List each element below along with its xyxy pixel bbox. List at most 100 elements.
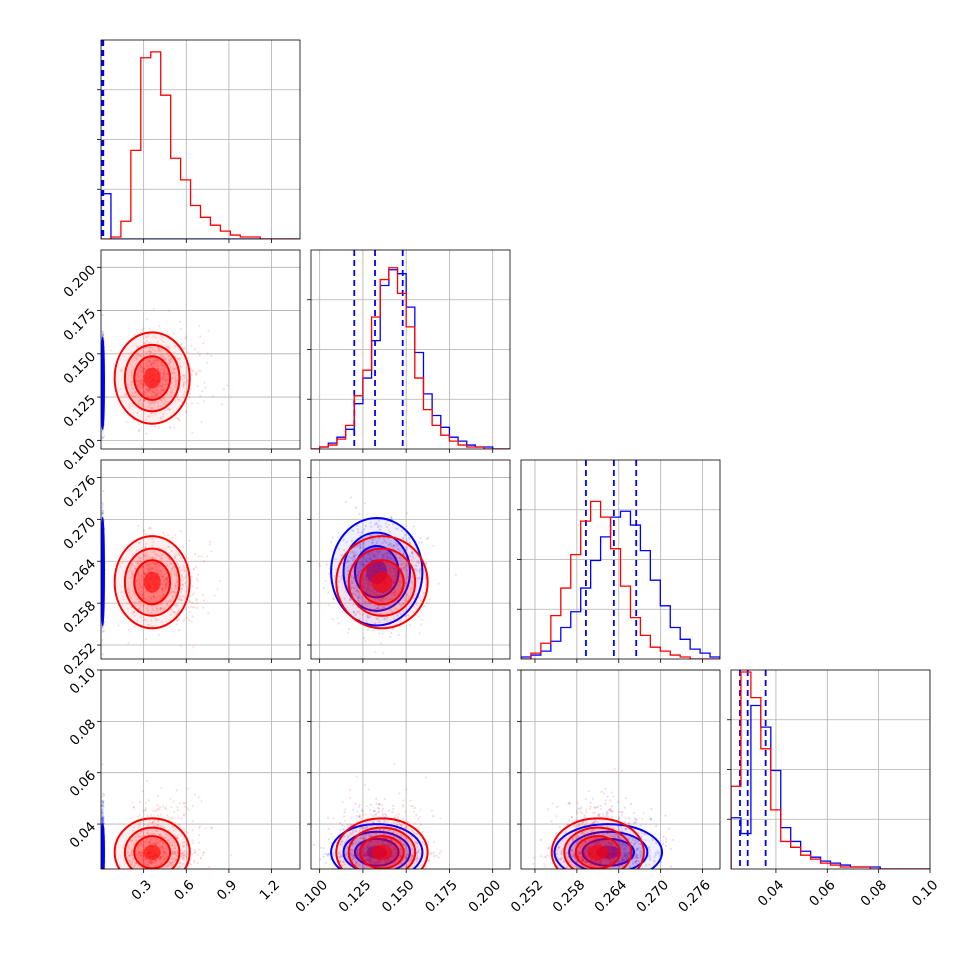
- scatter-point: [406, 576, 409, 579]
- scatter-point: [144, 542, 148, 545]
- scatter-point: [146, 396, 150, 399]
- scatter-point: [142, 528, 145, 532]
- density-contour: [143, 367, 161, 389]
- scatter-point: [394, 571, 397, 574]
- scatter-point: [199, 394, 202, 397]
- scatter-point: [374, 571, 377, 574]
- scatter-point: [369, 570, 372, 574]
- scatter-point: [121, 369, 124, 372]
- scatter-point: [191, 369, 194, 372]
- scatter-point: [160, 387, 164, 390]
- scatter-point: [165, 352, 168, 355]
- scatter-point: [143, 554, 146, 558]
- scatter-point: [150, 361, 154, 365]
- scatter-point: [385, 619, 388, 622]
- scatter-point: [182, 386, 185, 389]
- scatter-point: [131, 552, 135, 555]
- scatter-point: [362, 550, 365, 553]
- scatter-point: [151, 365, 154, 369]
- scatter-point: [195, 599, 198, 602]
- scatter-point: [153, 563, 157, 566]
- scatter-point: [362, 562, 365, 565]
- scatter-point: [376, 607, 379, 610]
- scatter-point: [417, 561, 420, 564]
- scatter-point: [164, 583, 167, 586]
- scatter-point: [412, 525, 415, 528]
- scatter-point: [200, 420, 203, 424]
- scatter-point: [156, 359, 160, 363]
- scatter-point: [357, 599, 360, 602]
- scatter-point: [364, 525, 368, 528]
- scatter-point: [165, 579, 168, 582]
- scatter-point: [161, 574, 165, 577]
- scatter-point: [148, 565, 151, 568]
- scatter-point: [398, 598, 401, 601]
- scatter-point: [377, 600, 381, 603]
- scatter-point: [101, 800, 104, 803]
- scatter-point: [144, 342, 147, 345]
- scatter-point: [376, 552, 380, 555]
- scatter-point: [173, 371, 176, 374]
- scatter-point: [432, 544, 435, 547]
- scatter-point: [145, 365, 149, 368]
- scatter-point: [158, 570, 162, 573]
- scatter-point: [150, 859, 153, 862]
- scatter-point: [389, 608, 392, 611]
- scatter-point: [159, 360, 162, 363]
- scatter-point: [385, 562, 388, 565]
- scatter-point: [155, 591, 159, 594]
- scatter-point: [393, 594, 396, 597]
- scatter-point: [416, 560, 420, 563]
- scatter-point: [178, 362, 182, 365]
- scatter-point: [174, 554, 177, 557]
- scatter-point: [101, 815, 105, 818]
- scatter-point: [413, 557, 416, 560]
- scatter-point: [376, 523, 379, 527]
- scatter-point: [150, 569, 153, 573]
- scatter-point: [162, 415, 165, 418]
- scatter-point: [366, 587, 369, 590]
- scatter-point: [101, 512, 104, 515]
- scatter-point: [181, 374, 185, 377]
- scatter-point: [173, 386, 177, 389]
- scatter-point: [143, 572, 146, 575]
- scatter-point: [141, 386, 145, 389]
- scatter-point: [195, 371, 198, 374]
- scatter-point: [161, 364, 164, 367]
- scatter-point: [135, 579, 139, 583]
- scatter-point: [147, 359, 150, 362]
- scatter-point: [418, 631, 421, 635]
- gridlines: [101, 460, 300, 659]
- scatter-point: [206, 352, 209, 355]
- scatter-point: [174, 853, 177, 856]
- scatter-point: [391, 545, 394, 548]
- scatter-point: [182, 383, 185, 386]
- scatter-point: [179, 357, 182, 360]
- scatter-point: [367, 572, 371, 575]
- scatter-point: [392, 547, 395, 550]
- scatter-point: [390, 516, 393, 519]
- scatter-point: [155, 566, 159, 570]
- scatter-point: [148, 566, 151, 569]
- scatter-point: [362, 528, 366, 531]
- scatter-point: [396, 528, 399, 531]
- scatter-point: [174, 378, 177, 381]
- scatter-point: [187, 619, 190, 622]
- scatter-point: [365, 576, 368, 580]
- scatter-point: [167, 354, 170, 358]
- scatter-point: [101, 812, 104, 815]
- scatter-point: [386, 597, 389, 600]
- scatter-point: [101, 512, 104, 515]
- scatter-point: [352, 576, 355, 580]
- scatter-point: [372, 567, 375, 570]
- scatter-point: [182, 382, 185, 385]
- scatter-point: [359, 545, 362, 549]
- scatter-point: [157, 405, 160, 408]
- scatter-point: [367, 601, 371, 605]
- scatter-point: [358, 618, 361, 621]
- scatter-point: [169, 871, 171, 873]
- scatter-point: [398, 572, 402, 576]
- scatter-point: [377, 598, 380, 601]
- scatter-point: [397, 570, 400, 573]
